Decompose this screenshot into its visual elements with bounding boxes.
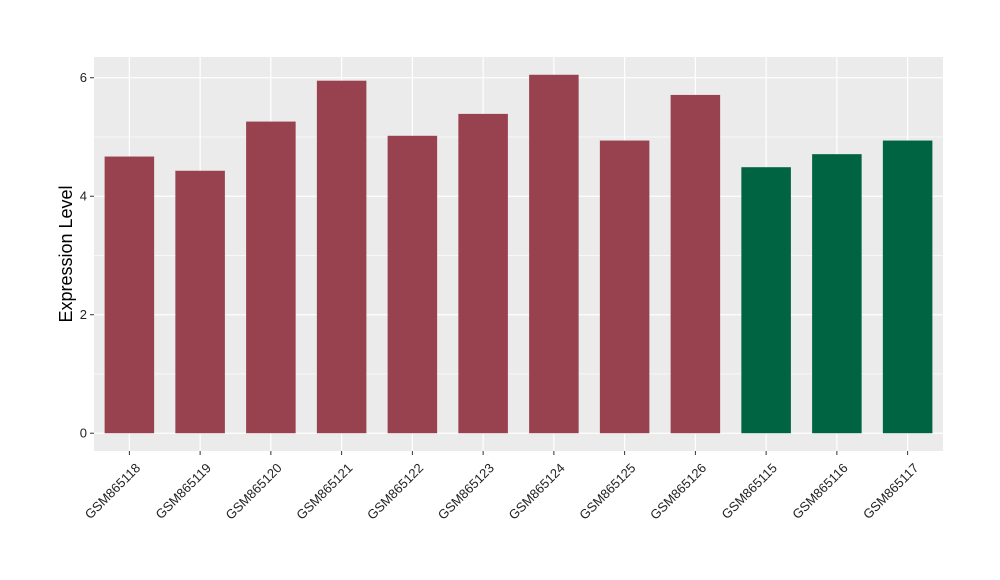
x-tick-label: GSM865120	[223, 460, 285, 522]
bars	[104, 74, 933, 434]
x-tick-label: GSM865124	[506, 460, 568, 522]
bar-GSM865119	[175, 170, 225, 434]
x-tick-label: GSM865117	[860, 460, 922, 522]
bar-GSM865118	[104, 156, 155, 434]
x-tick-label: GSM865125	[576, 460, 638, 522]
bar-GSM865116	[812, 154, 862, 434]
bar-GSM865124	[529, 74, 579, 434]
y-axis: 0 2 4 6	[80, 70, 94, 441]
x-tick-label: GSM865123	[435, 460, 497, 522]
x-tick-label: GSM865116	[789, 460, 851, 522]
bar-GSM865121	[316, 80, 367, 434]
x-tick-label: GSM865122	[364, 460, 426, 522]
x-tick-label: GSM865115	[718, 460, 780, 522]
bar-GSM865115	[741, 167, 791, 434]
bar-GSM865123	[458, 113, 508, 434]
bar-GSM865125	[599, 140, 650, 434]
x-tick-label: GSM865119	[152, 460, 214, 522]
minor-gridlines	[94, 136, 943, 375]
y-tick-label: 4	[80, 189, 87, 204]
bar-GSM865117	[882, 140, 933, 434]
bar-GSM865122	[387, 135, 438, 434]
x-tick-label: GSM865126	[647, 460, 709, 522]
bar-GSM865120	[246, 121, 296, 434]
y-tick-label: 0	[80, 426, 87, 441]
plot-panel	[94, 57, 943, 451]
y-tick-label: 2	[80, 307, 87, 322]
x-tick-label: GSM865118	[82, 460, 144, 522]
bar-GSM865126	[670, 94, 721, 434]
y-tick-label: 6	[80, 70, 87, 85]
x-tick-label: GSM865121	[293, 460, 355, 522]
x-axis: GSM865118 GSM865119 GSM865120 GSM865121 GSM8…	[82, 451, 922, 523]
y-axis-title: Expression Level	[56, 185, 76, 322]
